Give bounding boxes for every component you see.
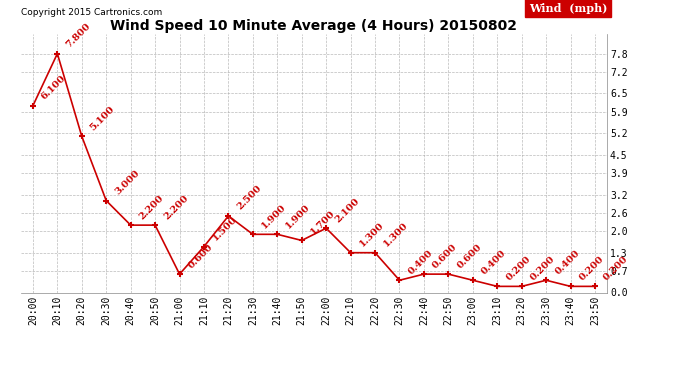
Text: 0.200: 0.200 xyxy=(578,254,606,282)
Text: 0.600: 0.600 xyxy=(186,242,215,270)
Text: 3.000: 3.000 xyxy=(113,168,141,196)
Text: 2.200: 2.200 xyxy=(137,193,166,221)
Text: 0.600: 0.600 xyxy=(455,242,484,270)
Text: Wind  (mph): Wind (mph) xyxy=(529,3,607,14)
Text: 2.500: 2.500 xyxy=(235,184,264,212)
Text: 1.900: 1.900 xyxy=(260,202,288,230)
Text: Copyright 2015 Cartronics.com: Copyright 2015 Cartronics.com xyxy=(21,8,162,17)
Text: 0.600: 0.600 xyxy=(431,242,459,270)
Text: 2.100: 2.100 xyxy=(333,196,361,224)
Text: 0.400: 0.400 xyxy=(406,248,435,276)
Text: 0.200: 0.200 xyxy=(602,254,630,282)
Text: 2.200: 2.200 xyxy=(162,193,190,221)
Text: 1.900: 1.900 xyxy=(284,202,312,230)
Text: 7.800: 7.800 xyxy=(64,21,92,50)
Text: 0.200: 0.200 xyxy=(504,254,532,282)
Text: 1.500: 1.500 xyxy=(211,214,239,242)
Text: 1.700: 1.700 xyxy=(308,209,337,236)
Text: 0.200: 0.200 xyxy=(529,254,557,282)
Title: Wind Speed 10 Minute Average (4 Hours) 20150802: Wind Speed 10 Minute Average (4 Hours) 2… xyxy=(110,19,518,33)
Text: 5.100: 5.100 xyxy=(89,104,117,132)
Text: 0.400: 0.400 xyxy=(553,248,581,276)
Text: 0.400: 0.400 xyxy=(480,248,508,276)
Text: 1.300: 1.300 xyxy=(382,220,410,249)
Text: 6.100: 6.100 xyxy=(40,74,68,102)
Text: 1.300: 1.300 xyxy=(357,220,386,249)
